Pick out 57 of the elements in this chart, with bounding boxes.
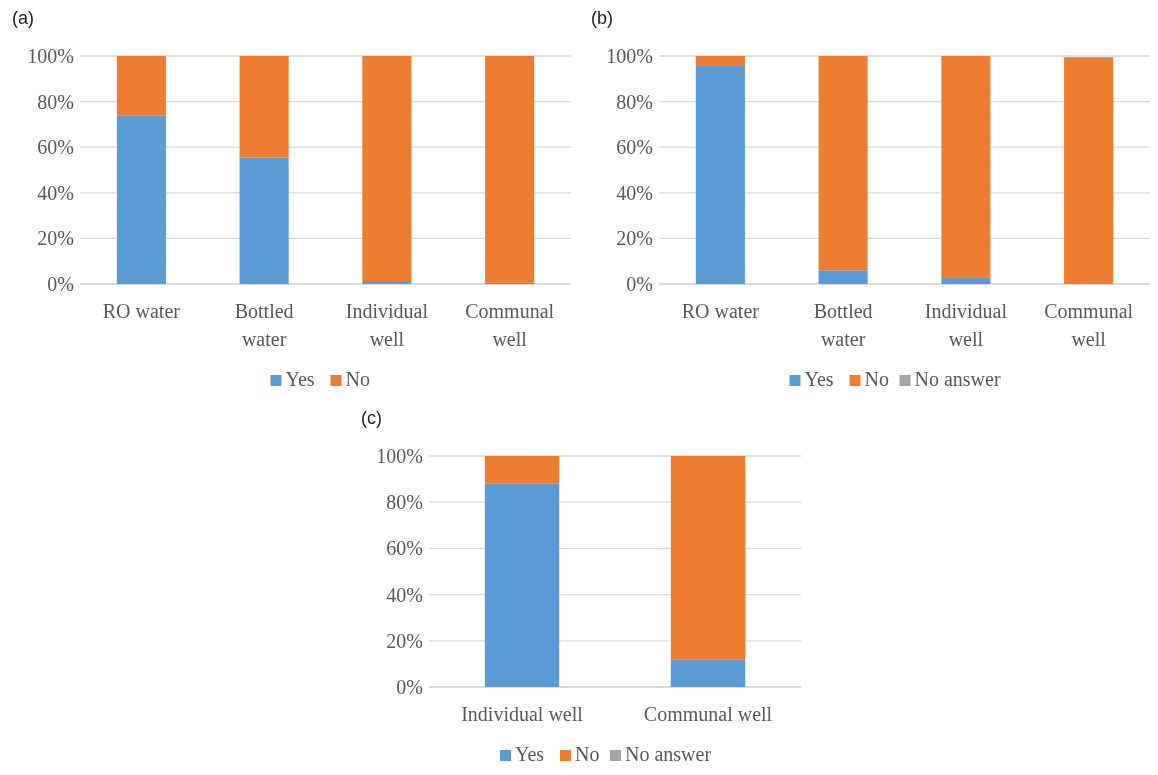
x-tick-label: Bottled water: [234, 300, 294, 350]
y-tick-label: 0%: [626, 273, 653, 295]
bar: [484, 483, 560, 687]
legend-label: No: [575, 743, 600, 765]
x-tick-label: RO water: [102, 300, 181, 322]
legend-label: No answer: [914, 368, 1001, 390]
y-tick-label: 60%: [386, 537, 423, 560]
chart-title: (a): [12, 8, 34, 28]
x-tick-label: RO water: [681, 300, 760, 322]
bar: [695, 65, 745, 284]
x-tick-label: Communal well: [465, 300, 555, 350]
y-tick-label: 80%: [37, 90, 74, 113]
y-tick-label: 0%: [47, 273, 74, 295]
chart-title: (c): [361, 408, 382, 428]
y-tick-label: 60%: [37, 136, 74, 159]
bar: [239, 157, 289, 284]
y-tick-label: 0%: [396, 676, 423, 698]
y-tick-label: 60%: [616, 136, 653, 159]
x-tick-label: Communal well: [1044, 300, 1134, 350]
x-tick-label: Individual well: [345, 300, 429, 350]
bar: [941, 277, 991, 284]
bar: [239, 56, 289, 158]
legend-label: No: [345, 368, 370, 390]
y-tick-label: 40%: [386, 583, 423, 606]
legend-label: No: [864, 368, 889, 390]
bar: [362, 281, 412, 284]
y-tick-label: 40%: [616, 181, 653, 204]
legend-label: No answer: [625, 743, 712, 765]
x-tick-label: Bottled water: [813, 300, 873, 350]
legend-label: Yes: [285, 368, 315, 390]
bar: [116, 56, 166, 116]
bar: [670, 456, 746, 660]
y-tick-label: 100%: [27, 45, 74, 67]
bar: [695, 56, 745, 66]
bar: [818, 56, 868, 271]
y-tick-label: 100%: [376, 445, 423, 467]
legend-label: Yes: [515, 743, 545, 765]
bar: [362, 56, 412, 282]
y-tick-label: 20%: [616, 227, 653, 250]
x-tick-label: Communal well: [643, 703, 773, 725]
y-tick-label: 80%: [616, 90, 653, 113]
y-tick-label: 80%: [386, 491, 423, 514]
bar: [485, 56, 535, 283]
y-tick-label: 100%: [606, 45, 653, 67]
bar: [941, 56, 991, 278]
bar: [116, 115, 166, 284]
bar: [484, 456, 560, 484]
y-tick-label: 40%: [37, 181, 74, 204]
legend-label: Yes: [804, 368, 834, 390]
bar: [670, 659, 746, 687]
x-tick-label: Individual well: [924, 300, 1008, 350]
bar: [1064, 57, 1114, 284]
chart-title: (b): [591, 8, 613, 28]
bar: [818, 270, 868, 284]
y-tick-label: 20%: [37, 227, 74, 250]
y-tick-label: 20%: [386, 629, 423, 652]
x-tick-label: Individual well: [461, 703, 584, 725]
